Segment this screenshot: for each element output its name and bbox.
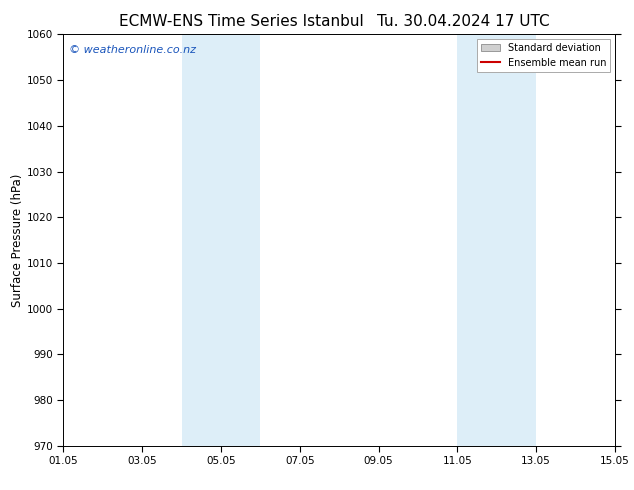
Text: © weatheronline.co.nz: © weatheronline.co.nz [69,45,196,54]
Bar [457,34,536,446]
Text: ECMW-ENS Time Series Istanbul: ECMW-ENS Time Series Istanbul [119,14,363,29]
Bar [181,34,261,446]
Y-axis label: Surface Pressure (hPa): Surface Pressure (hPa) [11,173,24,307]
Text: Tu. 30.04.2024 17 UTC: Tu. 30.04.2024 17 UTC [377,14,549,29]
Legend: Standard deviation, Ensemble mean run: Standard deviation, Ensemble mean run [477,39,610,72]
